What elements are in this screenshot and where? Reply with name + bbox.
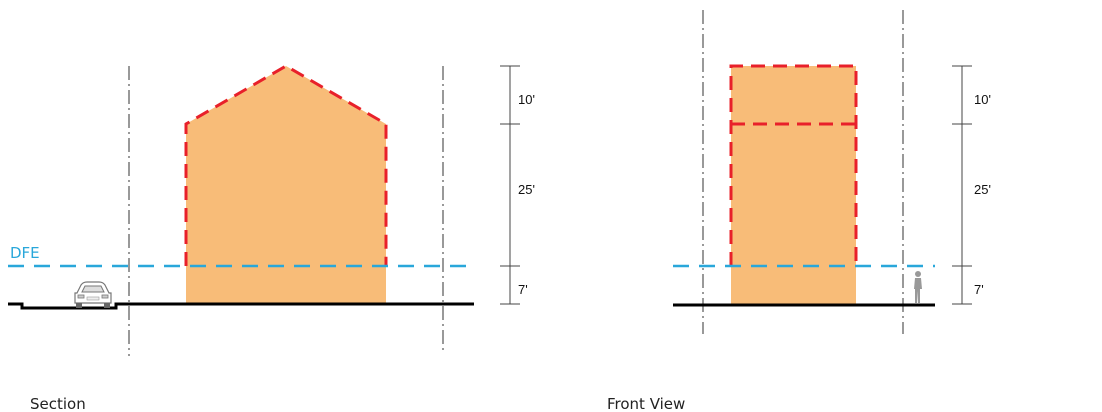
front-dimension-column: 10' 25' 7' [952, 65, 991, 305]
front-dim-10: 10' [974, 92, 991, 107]
person-icon [914, 271, 922, 303]
section-dimension-column: 10' 25' 7' [500, 65, 535, 305]
section-ground-line [8, 302, 474, 310]
dfe-label: DFE [10, 244, 40, 262]
front-building-mass [731, 66, 856, 304]
car-icon [74, 281, 112, 308]
front-view-caption: Front View [607, 395, 685, 412]
front-envelope-outline [729, 64, 858, 266]
section-diagram: DFE 10' 25' 7' Section [8, 64, 535, 412]
section-dim-10: 10' [518, 92, 535, 107]
section-dim-7: 7' [518, 282, 528, 297]
section-envelope-outline [184, 64, 388, 266]
section-building-mass [186, 66, 386, 304]
front-dim-7: 7' [974, 282, 984, 297]
front-dim-25: 25' [974, 182, 991, 197]
section-dim-25: 25' [518, 182, 535, 197]
front-view-diagram: 10' 25' 7' Front View [607, 10, 991, 412]
section-caption: Section [30, 395, 86, 412]
